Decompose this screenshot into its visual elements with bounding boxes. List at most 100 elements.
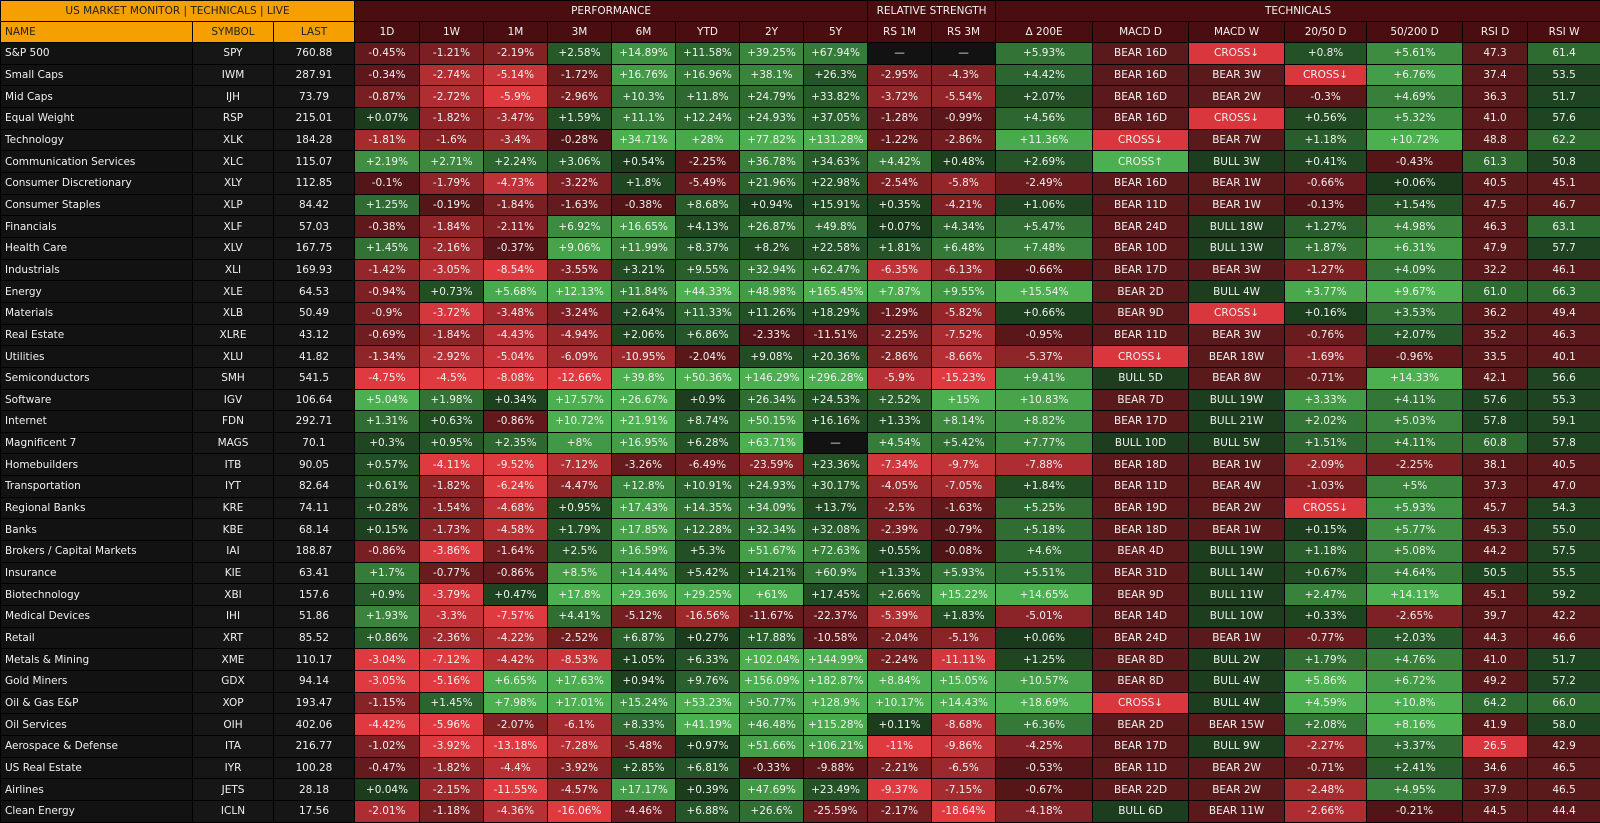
metric-cell: +9.41% [995, 366, 1094, 390]
metric-cell: BULL 9W [1188, 735, 1286, 758]
metric-cell: -2.95% [867, 63, 933, 87]
metric-cell: BEAR 4W [1188, 475, 1286, 498]
metric-cell: -2.33% [739, 323, 804, 347]
metric-cell: +11.33% [675, 301, 740, 325]
name-cell: Airlines [0, 778, 193, 801]
metric-cell: -6.35% [867, 258, 933, 282]
metric-cell: -0.37% [483, 236, 548, 260]
metric-cell: -0.13% [1284, 193, 1368, 217]
metric-cell: +8.5% [547, 561, 612, 585]
metric-cell: -2.21% [867, 756, 933, 780]
metric-cell: +32.08% [802, 518, 869, 542]
name-cell: Small Caps [0, 63, 193, 87]
metric-cell: +5.93% [1366, 496, 1464, 520]
metric-cell: -7.88% [995, 453, 1094, 477]
metric-cell: +17.63% [547, 670, 612, 693]
metric-cell: -2.86% [867, 345, 933, 368]
column-header: MACD W [1188, 21, 1286, 43]
name-cell: Materials [0, 301, 193, 325]
metric-cell: +6.28% [675, 431, 740, 455]
metric-cell: -5.9% [483, 85, 548, 108]
metric-cell: +2.02% [1284, 410, 1368, 433]
metric-cell: +17.88% [739, 626, 804, 650]
column-header: RS 3M [931, 21, 997, 43]
last-cell: 74.11 [273, 496, 355, 520]
metric-cell: 47.5 [1462, 193, 1529, 217]
metric-cell: +16.59% [611, 540, 676, 563]
symbol-cell: XLRE [192, 323, 274, 347]
metric-cell: BEAR 2W [1188, 756, 1286, 780]
metric-cell: -0.95% [995, 323, 1094, 347]
metric-cell: -2.17% [867, 799, 933, 823]
data-row: Magnificent 7 MAGS 70.1 +0.3% +0.95% +2.35% +8… [0, 431, 1600, 455]
metric-cell: BEAR 16D [1092, 63, 1190, 87]
symbol-cell: ITA [192, 735, 274, 758]
metric-cell: +6.87% [611, 626, 676, 650]
metric-cell: +2.35% [483, 431, 548, 455]
metric-cell: +10.17% [867, 691, 933, 715]
metric-cell: 37.9 [1462, 778, 1529, 801]
name-cell: Consumer Staples [0, 193, 193, 217]
metric-cell: +15.54% [995, 280, 1094, 303]
metric-cell: +0.33% [1284, 605, 1368, 628]
metric-cell: -0.34% [354, 63, 420, 87]
metric-cell: +9.67% [1366, 280, 1464, 303]
group-header: TECHNICALS [995, 0, 1600, 22]
metric-cell: +4.64% [1366, 561, 1464, 585]
metric-cell: -2.36% [419, 626, 484, 650]
symbol-cell: MAGS [192, 431, 274, 455]
symbol-cell: XME [192, 648, 274, 672]
metric-cell: +3.37% [1366, 735, 1464, 758]
metric-cell: BULL 11W [1188, 583, 1286, 607]
metric-cell: +0.15% [354, 518, 420, 542]
metric-cell: 49.2 [1462, 670, 1529, 693]
metric-cell: BEAR 31D [1092, 561, 1190, 585]
metric-cell: 47.3 [1462, 42, 1529, 65]
metric-cell: -3.3% [419, 605, 484, 628]
last-cell: 57.03 [273, 215, 355, 238]
metric-cell: -4.73% [483, 171, 548, 195]
symbol-cell: IAI [192, 540, 274, 563]
metric-cell: -7.12% [547, 453, 612, 477]
last-cell: 110.17 [273, 648, 355, 672]
metric-cell: +17.01% [547, 691, 612, 715]
metric-cell: +5.47% [995, 215, 1094, 238]
metric-cell: 36.3 [1462, 85, 1529, 108]
metric-cell: +2.24% [483, 150, 548, 173]
metric-cell: +49.8% [802, 215, 869, 238]
metric-cell: +63.71% [739, 431, 804, 455]
metric-cell: +12.24% [675, 106, 740, 130]
metric-cell: +1.31% [354, 410, 420, 433]
metric-cell: +2.08% [1284, 713, 1368, 736]
metric-cell: BEAR 9D [1092, 583, 1190, 607]
metric-cell: +5.93% [995, 42, 1094, 65]
metric-cell: +38.1% [739, 63, 804, 87]
metric-cell: +4.13% [675, 215, 740, 238]
metric-cell: +0.48% [931, 150, 997, 173]
metric-cell: +17.43% [611, 496, 676, 520]
metric-cell: BEAR 16D [1092, 171, 1190, 195]
metric-cell: -0.66% [995, 258, 1094, 282]
metric-cell: 51.7 [1527, 85, 1600, 108]
metric-cell: -4.25% [995, 735, 1094, 758]
data-row: Communication Services XLC 115.07 +2.19% +2.… [0, 150, 1600, 173]
metric-cell: -5.82% [931, 301, 997, 325]
metric-cell: 57.6 [1462, 388, 1529, 412]
metric-cell: -25.59% [802, 799, 869, 823]
metric-cell: +6.33% [675, 648, 740, 672]
metric-cell: +48.98% [739, 280, 804, 303]
metric-cell: -5.04% [483, 345, 548, 368]
metric-cell: -0.08% [931, 540, 997, 563]
metric-cell: BULL 5D [1092, 366, 1190, 390]
metric-cell: 57.8 [1462, 410, 1529, 433]
metric-cell: -3.22% [547, 171, 612, 195]
symbol-cell: IJH [192, 85, 274, 108]
metric-cell: +41.19% [675, 713, 740, 736]
metric-cell: -1.63% [547, 193, 612, 217]
metric-cell: 56.6 [1527, 366, 1600, 390]
metric-cell: BEAR 1W [1188, 193, 1286, 217]
metric-cell: +2.71% [419, 150, 484, 173]
metric-cell: +6.48% [931, 236, 997, 260]
metric-cell: +44.33% [675, 280, 740, 303]
data-row: Airlines JETS 28.18 +0.04% -2.15% -11.55% -4.5… [0, 778, 1600, 801]
